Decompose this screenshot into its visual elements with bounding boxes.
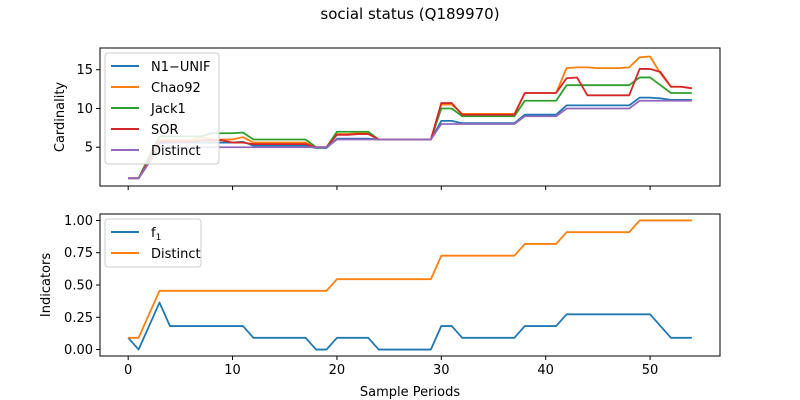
legend-label: Distinct	[151, 247, 201, 262]
x-tick-label: 20	[329, 363, 346, 378]
axes-frame	[99, 47, 721, 187]
y-tick-label: 5	[85, 141, 93, 156]
series-line-f	[127, 301, 692, 351]
y-axis-label: Indicators	[39, 253, 54, 317]
y-tick-label: 0.25	[64, 311, 93, 326]
legend-label: Jack1	[150, 102, 186, 117]
y-tick-label: 0.75	[64, 246, 93, 261]
legend-box	[104, 52, 220, 165]
y-tick-label: 1.00	[64, 214, 93, 229]
series-line-distinct	[128, 219, 692, 339]
x-tick-label: 30	[433, 363, 450, 378]
legend-label: f1	[151, 226, 161, 243]
figure-title: social status (Q189970)	[320, 5, 499, 23]
legend-label: Distinct	[151, 144, 201, 159]
y-tick-label: 0.50	[64, 279, 93, 294]
y-tick-label: 15	[76, 63, 93, 78]
legend-label: N1−UNIF	[151, 60, 210, 75]
cardinality-panel: 5 10 15 Cardinality N1−UNIF Chao92 Jack1 SOR Dis…	[53, 47, 721, 190]
x-tick-label: 0	[124, 363, 132, 378]
x-axis-label: Sample Periods	[360, 385, 460, 400]
indicators-panel: 0 10 20 30 40 50 0.00 0.25 0.50 0.75 1.00 Indicator…	[39, 213, 721, 378]
x-tick-label: 50	[642, 363, 659, 378]
y-axis-label: Cardinality	[53, 82, 68, 153]
series-line-distinct	[128, 99, 692, 180]
y-tick-label: 0.00	[64, 343, 93, 358]
legend-label: SOR	[151, 123, 179, 138]
legend-label: Chao92	[151, 81, 201, 96]
x-tick-label: 10	[224, 363, 241, 378]
y-tick-label: 10	[76, 102, 93, 117]
x-tick-label: 40	[537, 363, 554, 378]
